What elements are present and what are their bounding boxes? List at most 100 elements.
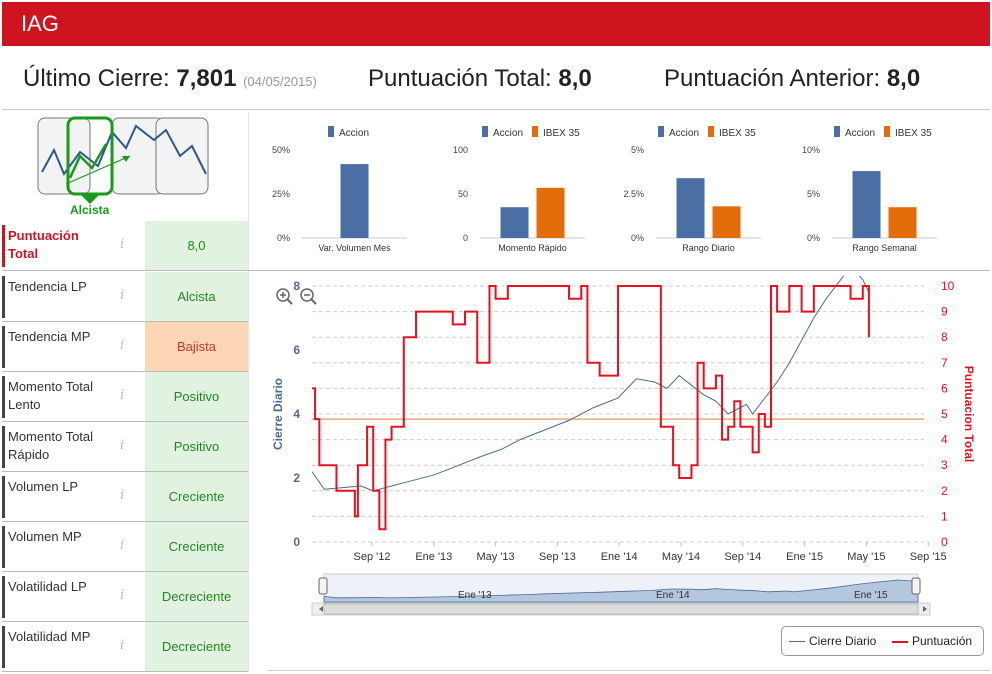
y2-tick-label: 6 <box>941 381 948 395</box>
navigator-tick-label: Ene '13 <box>458 590 492 601</box>
info-icon[interactable]: i <box>120 638 125 653</box>
zoom-out-icon[interactable] <box>300 288 317 305</box>
indicator-marker <box>2 376 5 418</box>
navigator-handle-left[interactable] <box>318 577 328 595</box>
y2-tick-label: 5 <box>941 407 948 421</box>
bar[interactable] <box>500 207 529 238</box>
legend-entry[interactable]: Accion <box>482 126 523 139</box>
column-divider <box>248 112 249 672</box>
scroll-left-arrow-icon[interactable] <box>319 606 323 612</box>
legend-entry[interactable]: IBEX 35 <box>708 126 756 139</box>
info-icon[interactable]: i <box>120 288 125 303</box>
bar[interactable] <box>888 207 917 238</box>
legend-swatch <box>532 126 538 137</box>
mini-chart-momento: Accion IBEX 35 100 50 0 Momento Rápido <box>453 126 585 253</box>
total-score: Puntuación Total: 8,0 <box>368 65 592 92</box>
legend-entry[interactable]: IBEX 35 <box>532 126 580 139</box>
scrollbar-thumb[interactable] <box>323 603 919 615</box>
legend-entry[interactable]: Accion <box>658 126 699 139</box>
indicator-row: Momento Total Rápido i Positivo <box>2 422 248 472</box>
bar[interactable] <box>340 164 369 238</box>
y2-tick-label: 4 <box>941 433 948 447</box>
indicator-row: Tendencia MP i Bajista <box>2 322 248 372</box>
scroll-right-arrow-icon[interactable] <box>923 606 927 612</box>
legend-entry[interactable]: Accion <box>834 126 875 139</box>
legend-item-cierre[interactable]: Cierre Diario <box>789 634 876 648</box>
indicator-row: Volumen MP i Creciente <box>2 522 248 572</box>
bar[interactable] <box>852 171 881 238</box>
y2-tick-label: 2 <box>941 484 948 498</box>
indicator-row: Volumen LP i Creciente <box>2 472 248 522</box>
indicator-marker <box>2 276 5 318</box>
prev-score: Puntuación Anterior: 8,0 <box>664 65 921 92</box>
info-icon[interactable]: i <box>120 338 125 353</box>
y2-tick-label: 3 <box>941 458 948 472</box>
ticker-header: IAG <box>2 2 990 46</box>
y-tick-label: 0 <box>463 233 468 243</box>
indicator-value: Creciente <box>145 472 248 521</box>
y2-tick-label: 8 <box>941 330 948 344</box>
info-icon[interactable]: i <box>120 488 125 503</box>
y-tick-label: 10% <box>802 145 820 155</box>
series-line-puntuacion[interactable] <box>312 285 870 531</box>
legend-label: Accion <box>493 128 523 139</box>
last-close: Último Cierre: 7,801 (04/05/2015) <box>23 65 317 92</box>
y-tick-label: 5% <box>807 189 820 199</box>
legend-label: IBEX 35 <box>719 128 756 139</box>
x-tick-label: May '14 <box>662 551 700 563</box>
legend-entry[interactable]: Accion <box>328 126 369 139</box>
range-navigator[interactable]: Ene '13 Ene '14 Ene '15 <box>311 573 931 616</box>
indicator-marker <box>2 426 5 468</box>
indicator-value: Bajista <box>145 322 248 371</box>
legend-swatch <box>328 126 334 137</box>
legend-swatch <box>658 126 664 137</box>
mini-chart-rango-semanal: Accion IBEX 35 10% 5% 0% Rango Semanal <box>802 126 937 253</box>
indicator-row: Volatilidad MP i Decreciente <box>2 622 248 672</box>
ticker-title: IAG <box>21 11 59 36</box>
y-tick-label: 0% <box>277 233 290 243</box>
info-icon[interactable]: i <box>120 388 125 403</box>
info-icon[interactable]: i <box>120 237 125 252</box>
y2-axis-title: Puntuacion Total <box>962 366 976 462</box>
bar[interactable] <box>712 206 741 238</box>
legend-entry[interactable]: IBEX 35 <box>884 126 932 139</box>
prev-score-value: 8,0 <box>886 65 921 92</box>
bar[interactable] <box>676 178 705 238</box>
indicator-name: Momento Total Lento <box>8 379 94 412</box>
indicator-marker <box>2 576 5 618</box>
y-tick-label: 0% <box>631 233 644 243</box>
legend-label: Accion <box>339 128 369 139</box>
indicator-value: Positivo <box>145 372 248 421</box>
indicator-name: Volatilidad MP <box>8 629 91 644</box>
indicator-marker <box>2 526 5 568</box>
info-icon[interactable]: i <box>120 438 125 453</box>
indicator-value: Decreciente <box>145 572 248 621</box>
indicator-row: Momento Total Lento i Positivo <box>2 372 248 422</box>
legend-swatch <box>884 126 890 137</box>
indicator-row: Puntuación Total i 8,0 <box>2 221 248 271</box>
indicator-row: Tendencia LP i Alcista <box>2 272 248 322</box>
y-tick-label: 50% <box>272 145 290 155</box>
x-tick-label: Sep '15 <box>910 551 947 563</box>
x-tick-label: May '13 <box>477 551 515 563</box>
y-tick-label: 4 <box>293 407 300 421</box>
info-icon[interactable]: i <box>120 588 125 603</box>
navigator-series <box>323 579 919 603</box>
y2-tick-label: 10 <box>941 279 955 293</box>
indicator-name: Volatilidad LP <box>8 579 87 594</box>
indicator-value: 8,0 <box>145 221 248 270</box>
section-divider <box>2 270 990 271</box>
info-icon[interactable]: i <box>120 538 125 553</box>
navigator-tick-label: Ene '15 <box>854 590 888 601</box>
zoom-in-icon[interactable] <box>276 288 293 305</box>
total-score-value: 8,0 <box>558 65 592 92</box>
last-close-value: 7,801 <box>176 65 237 92</box>
navigator-handle-right[interactable] <box>911 577 921 595</box>
series-line-cierre[interactable] <box>311 276 870 492</box>
indicator-value: Positivo <box>145 422 248 471</box>
x-category-label: Var. Volumen Mes <box>318 243 391 253</box>
legend-item-puntuacion[interactable]: Puntuación <box>892 634 972 648</box>
bar[interactable] <box>536 187 565 238</box>
y-tick-label: 2 <box>293 471 300 485</box>
